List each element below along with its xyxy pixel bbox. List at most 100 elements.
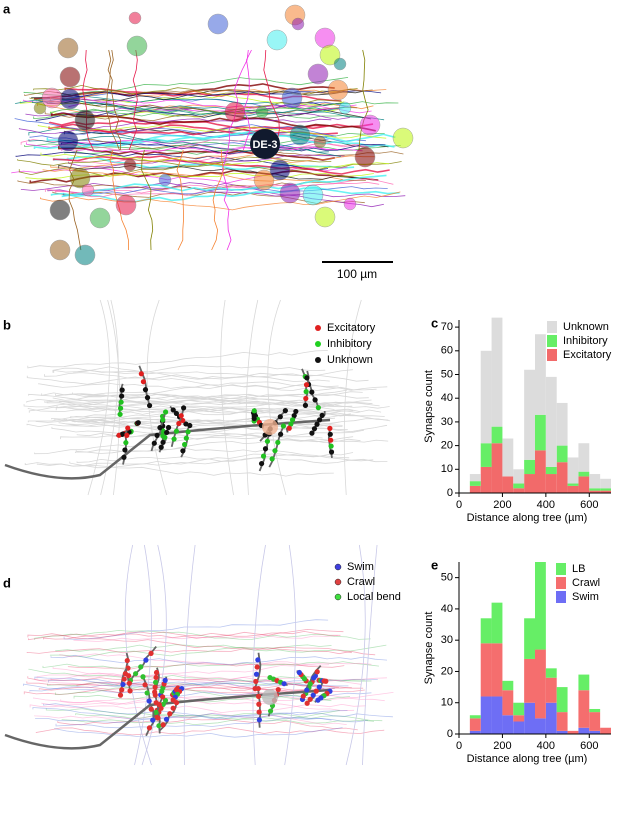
histogram-bar <box>513 721 525 734</box>
synapse-marker <box>124 432 130 438</box>
synapse-marker <box>148 706 154 712</box>
histogram-bar <box>502 690 514 716</box>
neurite <box>134 544 152 766</box>
soma <box>41 87 63 109</box>
histogram-bar <box>535 450 546 493</box>
soma <box>313 135 327 149</box>
synapse-marker <box>281 681 287 687</box>
synapse-marker <box>138 371 144 377</box>
histogram-bar <box>567 485 579 493</box>
synapse-marker <box>314 669 320 675</box>
legend-label: Swim <box>347 561 374 573</box>
soma <box>81 183 95 197</box>
synapse-marker <box>311 426 318 432</box>
soma <box>128 11 142 25</box>
x-tick-label: 600 <box>580 499 598 511</box>
soma <box>338 101 352 115</box>
synapse-marker <box>156 723 162 729</box>
histogram-bar <box>578 443 590 472</box>
synapse-marker <box>275 686 281 693</box>
synapse-marker <box>310 692 316 698</box>
neurite <box>105 49 120 151</box>
x-tick-label: 200 <box>493 740 511 752</box>
neurite <box>27 676 352 689</box>
neurite <box>252 544 266 766</box>
neurite <box>59 124 336 137</box>
neurite <box>28 668 365 682</box>
histogram-bar <box>589 490 601 493</box>
histogram-bar <box>600 488 611 491</box>
synapse-marker <box>180 448 186 454</box>
neurite <box>63 619 329 640</box>
synapse-marker <box>316 684 322 690</box>
soma <box>59 88 81 110</box>
histogram-bar <box>469 481 481 486</box>
synapse-marker <box>153 669 160 676</box>
synapse-marker <box>181 405 187 411</box>
neuron-label: DE-3 <box>252 139 277 151</box>
legend-swatch <box>556 591 566 603</box>
neurite <box>50 186 400 203</box>
y-tick-label: 10 <box>441 463 453 475</box>
neurite <box>61 718 375 726</box>
synapse-marker <box>315 405 321 411</box>
neurite <box>27 350 328 369</box>
x-tick-label: 400 <box>537 499 555 511</box>
soma <box>291 17 305 31</box>
legend-marker <box>315 341 321 347</box>
histogram-bar <box>524 658 535 703</box>
neurite <box>61 141 386 155</box>
neurite <box>343 299 362 496</box>
synapse-marker <box>269 456 275 462</box>
histogram-bar <box>513 715 525 722</box>
synapse-marker <box>158 444 164 450</box>
soma <box>89 207 111 229</box>
neurite <box>211 149 224 251</box>
synapse-marker <box>117 411 123 417</box>
legend-swatch <box>547 349 557 361</box>
histogram-bar <box>567 457 579 484</box>
synapse-marker <box>309 430 315 436</box>
histogram-bar <box>535 562 546 650</box>
neurite <box>107 49 121 151</box>
neurite <box>63 186 388 197</box>
neurite <box>82 49 94 151</box>
synapse-marker <box>146 402 153 409</box>
synapse-marker <box>300 693 306 699</box>
histogram-bar <box>545 466 557 475</box>
neurite <box>68 154 345 168</box>
soma <box>302 184 324 206</box>
synapse-marker <box>142 387 149 393</box>
neurite <box>52 397 342 407</box>
synapse-marker <box>253 678 259 685</box>
synapse-marker <box>313 688 319 694</box>
histogram-bar <box>535 649 546 719</box>
synapse-marker <box>173 700 180 706</box>
neurite <box>55 716 369 729</box>
synapse-marker <box>122 671 129 677</box>
soma <box>314 206 336 228</box>
y-axis-label: Synapse count <box>423 370 435 443</box>
soma <box>359 114 381 136</box>
neurite <box>43 703 332 721</box>
histogram-bar <box>556 712 568 731</box>
y-tick-label: 60 <box>441 345 453 357</box>
legend-swatch <box>556 577 566 589</box>
histogram-bar <box>491 696 503 734</box>
synapse-marker <box>178 413 184 419</box>
neurite <box>40 152 390 168</box>
synapse-marker <box>162 697 169 704</box>
synapse-marker <box>124 657 130 664</box>
neurite <box>75 710 340 720</box>
histogram-bar <box>469 474 481 482</box>
histogram-bar <box>502 476 514 493</box>
histogram-bar <box>513 483 525 489</box>
synapse-marker <box>303 389 309 395</box>
synapse-marker <box>277 414 283 420</box>
histogram-bar <box>578 476 590 493</box>
histogram-bar <box>589 730 601 734</box>
soma <box>392 127 414 149</box>
histogram-bar <box>491 443 503 493</box>
synapse-marker <box>140 379 146 385</box>
synapse-marker <box>160 417 166 423</box>
